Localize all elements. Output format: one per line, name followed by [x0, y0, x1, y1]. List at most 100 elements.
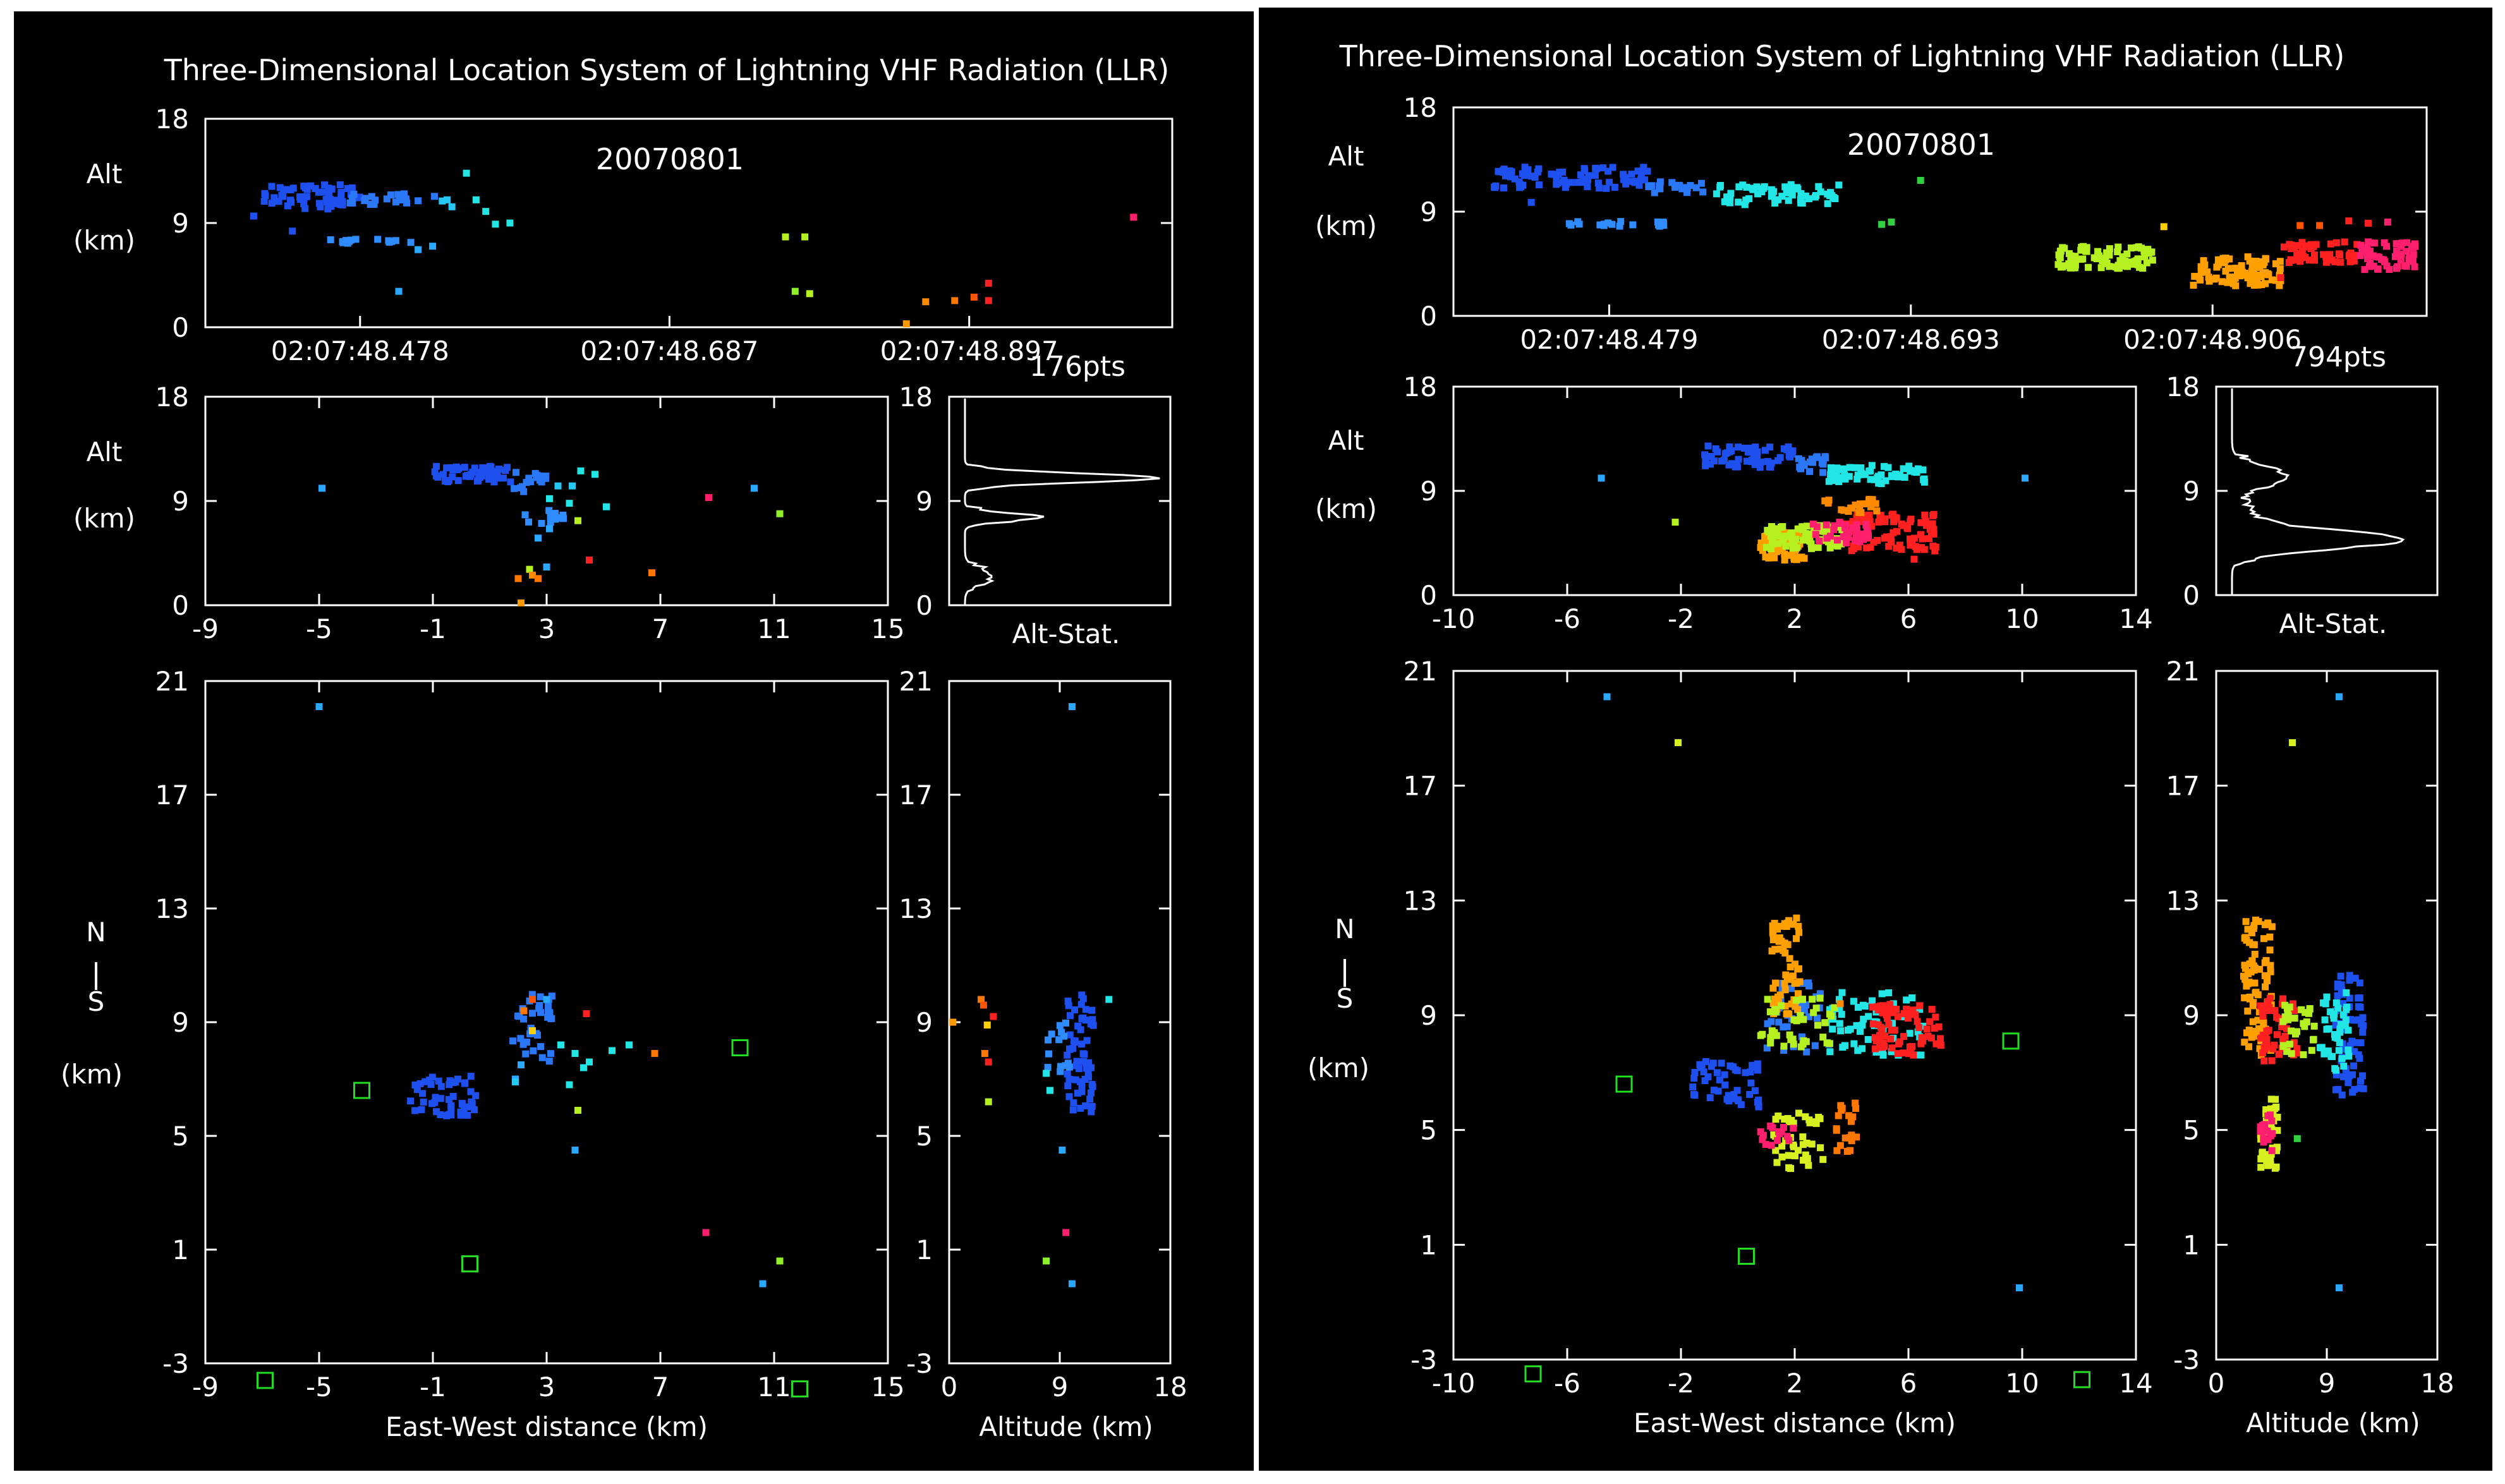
ew-alt-a-point — [444, 478, 452, 486]
ew-alt-b-point — [1769, 534, 1776, 541]
alt-ns-b-point — [2323, 1025, 2331, 1033]
plan-view-b-point — [1803, 1048, 1811, 1056]
ew-alt-b-point — [1901, 474, 1908, 481]
ew-alt-b-xtick-label: 14 — [2119, 603, 2152, 634]
plan-view-b-point — [1932, 1040, 1940, 1047]
ew-alt-b-point — [1800, 462, 1808, 469]
alt-ns-a-point — [1062, 1229, 1070, 1236]
ew-alt-a-xtick-label: -9 — [192, 613, 219, 644]
time-plot-b-point — [2403, 239, 2411, 246]
ew-alt-b-point — [1800, 555, 1808, 562]
alt-ns-b-point — [2300, 1051, 2307, 1058]
plan-view-b-point — [1790, 1125, 1797, 1132]
time-plot-a-point — [372, 196, 379, 204]
time-plot-b-point — [2190, 282, 2197, 289]
ew-alt-b-point — [1733, 463, 1741, 471]
time-plot-a-point — [385, 237, 392, 244]
alt-ns-a-point — [1071, 1006, 1078, 1013]
alt-ns-b-point — [2279, 995, 2287, 1003]
alt-ns-a-point — [1079, 995, 1087, 1003]
plan-view-b-point — [1850, 998, 1857, 1005]
time-plot-b-point — [1574, 218, 1582, 226]
alt-ns-b-point — [2271, 1007, 2279, 1015]
ew-alt-b-point — [1929, 542, 1937, 550]
alt-ns-b-point — [2298, 1006, 2305, 1013]
plan-view-b-point — [1771, 919, 1778, 927]
time-plot-a-point — [276, 184, 284, 191]
alt-ns-b-point — [2293, 1028, 2301, 1035]
time-plot-a-point — [328, 185, 336, 193]
plan-view-b-point — [1707, 1063, 1715, 1070]
alt-ns-b-point — [2339, 1011, 2347, 1018]
time-plot-b-point — [2080, 243, 2087, 250]
plan-view-b-point — [1826, 1010, 1833, 1018]
time-plot-b-point — [2296, 258, 2304, 265]
plan-view-a-point — [472, 1092, 480, 1099]
plan-view-b-point — [1859, 1001, 1867, 1009]
time-plot-a-point — [985, 279, 992, 287]
plan-view-b-point — [1936, 1035, 1944, 1042]
plan-view-b-point — [1726, 1062, 1734, 1070]
time-plot-a-point — [367, 201, 374, 208]
time-plot-b-point — [2090, 254, 2098, 262]
plan-view-a-ytick-label: 17 — [155, 780, 189, 811]
plan-view-b-point — [1835, 1112, 1842, 1119]
plan-view-a-point — [520, 1015, 528, 1023]
time-plot-b-point — [1831, 195, 1839, 203]
ew-alt-b-point — [1900, 465, 1907, 473]
plan-view-a-ylabel-s: S — [88, 986, 105, 1017]
plan-view-b-point — [1780, 1124, 1787, 1131]
plan-view-b-point — [1778, 1142, 1786, 1150]
time-plot-b-point — [2247, 280, 2254, 287]
time-plot-a-point — [374, 236, 382, 243]
plan-view-a-point — [464, 1103, 471, 1111]
alt-ns-b-point — [2241, 965, 2249, 972]
plan-view-a-point — [548, 1015, 555, 1022]
plan-view-b-point — [1697, 1064, 1704, 1071]
plan-view-b-point — [1723, 1095, 1731, 1103]
ew-alt-a-point — [529, 571, 536, 579]
time-plot-b-point — [2370, 252, 2377, 260]
time-plot-b-point — [1739, 181, 1747, 189]
ew-alt-b-point — [1781, 550, 1788, 558]
plan-view-a-point — [583, 1010, 590, 1017]
plan-view-b-point — [1737, 1101, 1745, 1109]
time-plot-b-point — [1815, 183, 1823, 190]
alt-ns-b-point — [2342, 1066, 2350, 1073]
time-plot-a-point — [344, 239, 351, 247]
ew-alt-b-point — [1807, 458, 1814, 466]
ew-alt-b-point — [1598, 474, 1605, 482]
plan-view-b-point — [1706, 1094, 1714, 1102]
ew-alt-a-point — [482, 464, 490, 472]
alt-ns-a-point — [1070, 1099, 1077, 1107]
plan-view-b-point — [1781, 1003, 1789, 1010]
time-plot-b-point — [1758, 188, 1766, 196]
time-plot-b-point — [1634, 167, 1642, 175]
time-plot-b-point — [1577, 171, 1584, 179]
time-plot-b-point — [1778, 193, 1786, 200]
time-plot-b-point — [2323, 258, 2331, 266]
time-plot-a-point — [356, 193, 363, 201]
alt-ns-a-point — [1068, 1280, 1076, 1288]
plan-view-b-point — [1768, 947, 1776, 955]
alt-ns-b-point — [2279, 1042, 2287, 1050]
ew-alt-b-point — [1877, 480, 1885, 488]
station-marker — [2073, 1371, 2090, 1389]
plan-view-b-point — [1783, 974, 1791, 981]
ew-alt-b-point — [1900, 522, 1907, 529]
plan-view-b-point — [1838, 1011, 1845, 1018]
time-plot-b-point — [1616, 222, 1623, 230]
plan-view-b-point — [1810, 1009, 1817, 1016]
time-plot-b-point — [2244, 253, 2252, 261]
plan-view-b-point — [1894, 1050, 1901, 1058]
time-plot-b-point — [2363, 255, 2371, 262]
time-plot-b-point — [1496, 168, 1503, 176]
plan-view-a-point — [609, 1047, 616, 1054]
plan-view-b-point — [1839, 1044, 1847, 1051]
time-plot-b-point — [1783, 189, 1790, 196]
time-plot-b-point — [1604, 167, 1612, 175]
plan-view-b-point — [1884, 1015, 1891, 1022]
ew-alt-a-point — [603, 503, 610, 510]
time-plot-b-point — [1604, 219, 1612, 227]
ew-alt-b-point — [1789, 447, 1797, 455]
